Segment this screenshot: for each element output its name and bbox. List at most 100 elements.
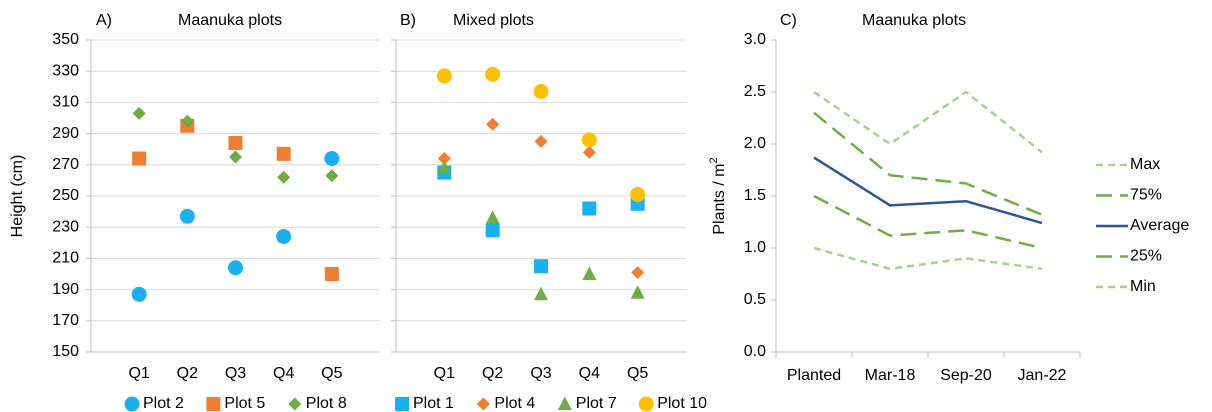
data-point xyxy=(436,68,452,84)
legend-label: Plot 4 xyxy=(494,395,535,412)
y-tick-label: 210 xyxy=(52,250,79,267)
series-line xyxy=(813,246,1043,271)
y-tick-label: 1.0 xyxy=(744,239,766,256)
data-point xyxy=(437,160,452,174)
legend-marker xyxy=(124,396,140,412)
data-point xyxy=(582,201,597,216)
legend-marker xyxy=(476,397,490,411)
y-tick-label: 0.5 xyxy=(744,291,766,308)
data-point xyxy=(277,170,291,184)
series-line xyxy=(813,194,1043,250)
data-point xyxy=(132,106,146,120)
x-tick-label: Mar-18 xyxy=(865,367,916,384)
x-tick-label: Q2 xyxy=(177,365,198,382)
data-point xyxy=(485,210,500,224)
data-point xyxy=(229,150,242,164)
data-point xyxy=(179,208,195,224)
legend-label: Plot 5 xyxy=(224,395,265,412)
series-line xyxy=(813,156,1043,225)
panel-label: B) xyxy=(400,12,416,29)
series-line xyxy=(813,90,1043,154)
y-axis-label: Plants / m2 xyxy=(708,157,728,234)
data-point xyxy=(631,265,645,279)
legend-label: Plot 1 xyxy=(413,395,454,412)
y-tick-label: 330 xyxy=(52,62,79,79)
legend-marker xyxy=(638,396,654,412)
legend-label: Plot 10 xyxy=(657,395,707,412)
data-point xyxy=(533,83,549,99)
x-tick-label: Q1 xyxy=(434,365,455,382)
y-tick-label: 1.5 xyxy=(744,187,766,204)
series-line xyxy=(813,111,1043,216)
data-point xyxy=(485,66,501,82)
data-point xyxy=(534,134,548,148)
x-tick-label: Q4 xyxy=(273,365,294,382)
data-point xyxy=(581,132,597,148)
legend-marker xyxy=(206,397,221,411)
y-tick-label: 150 xyxy=(52,343,79,360)
legend-marker xyxy=(557,396,572,410)
data-point xyxy=(276,229,292,245)
x-tick-label: Q5 xyxy=(321,365,342,382)
legend-label: Plot 7 xyxy=(576,395,617,412)
data-point xyxy=(630,186,646,202)
data-point xyxy=(324,151,340,167)
y-tick-label: 3.0 xyxy=(744,31,766,48)
chart-title: Mixed plots xyxy=(453,12,534,29)
panel-a-chart: 150 170 190 210 230 250 270 290 310 330 350 Q1 Q2 Q3 Q… xyxy=(9,12,380,412)
x-tick-label: Q4 xyxy=(579,365,600,382)
x-tick-label: Q5 xyxy=(627,365,648,382)
x-tick-label: Jan-22 xyxy=(1018,367,1067,384)
y-axis-label-superscript: 2 xyxy=(708,157,720,163)
y-axis-label-text: Plants / m xyxy=(711,163,728,234)
panel-b-chart: Q1 Q2 Q3 Q4 Q5 B) Mixed plots Plot 1 Plot 4 Plot … xyxy=(391,12,707,412)
x-tick-label: Q3 xyxy=(225,365,246,382)
legend-label: Min xyxy=(1130,278,1156,295)
y-tick-label: 190 xyxy=(52,281,79,298)
x-tick-label: Planted xyxy=(787,367,841,384)
y-tick-label: 310 xyxy=(52,94,79,111)
legend-label: Plot 2 xyxy=(143,395,184,412)
legend-label: Average xyxy=(1130,217,1189,234)
x-tick-label: Q3 xyxy=(530,365,551,382)
panel-label: C) xyxy=(780,12,797,29)
y-tick-label: 290 xyxy=(52,125,79,142)
panel-c-chart: 0.0 0.5 1.0 1.5 2.0 2.5 3.0 Planted Mar-18 Sep-20… xyxy=(708,12,1190,384)
panel-label: A) xyxy=(96,12,112,29)
legend-marker xyxy=(288,397,302,411)
y-axis-label: Height (cm) xyxy=(9,155,26,238)
data-point xyxy=(325,169,339,183)
data-point xyxy=(582,145,596,159)
data-point xyxy=(324,267,339,281)
y-tick-label: 230 xyxy=(52,218,79,235)
y-tick-label: 170 xyxy=(52,312,79,329)
y-tick-label: 2.5 xyxy=(744,83,766,100)
legend-label: Plot 8 xyxy=(306,395,347,412)
data-point xyxy=(228,260,243,276)
y-tick-label: 2.0 xyxy=(744,135,766,152)
data-point xyxy=(534,259,548,274)
x-tick-label: Q1 xyxy=(128,365,149,382)
data-point xyxy=(534,286,548,301)
data-point xyxy=(180,114,194,128)
chart-title: Maanuka plots xyxy=(178,12,282,29)
legend-label: 75% xyxy=(1130,187,1162,204)
data-point xyxy=(486,117,500,131)
y-tick-label: 270 xyxy=(52,156,79,173)
x-tick-label: Q2 xyxy=(482,365,503,382)
data-point xyxy=(228,135,243,150)
data-point xyxy=(276,146,291,161)
data-point xyxy=(485,223,500,238)
chart-title: Maanuka plots xyxy=(862,12,966,29)
data-point xyxy=(437,152,451,166)
legend-label: Max xyxy=(1130,156,1160,173)
y-tick-label: 250 xyxy=(52,187,79,204)
data-point xyxy=(630,285,645,299)
x-tick-label: Sep-20 xyxy=(940,367,992,384)
y-tick-label: 350 xyxy=(52,31,79,48)
data-point xyxy=(132,151,147,166)
legend-marker xyxy=(395,397,409,411)
y-tick-label: 0.0 xyxy=(744,343,766,360)
data-point xyxy=(582,266,597,280)
